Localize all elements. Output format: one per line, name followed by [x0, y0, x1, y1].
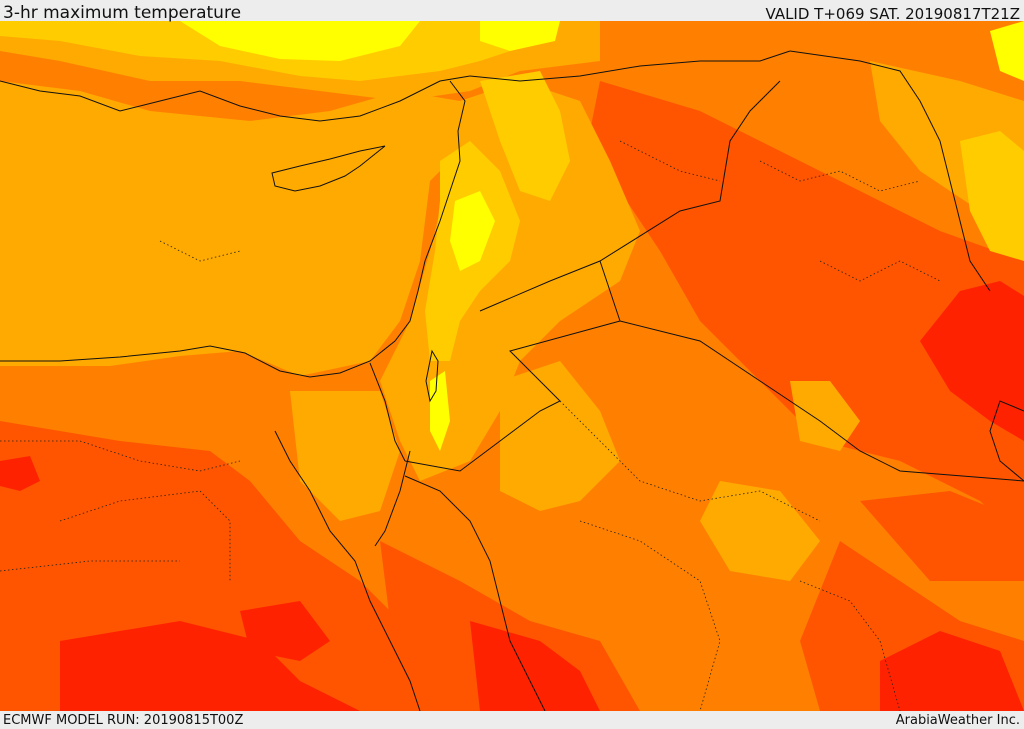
fill-cool-lebanon	[450, 191, 495, 271]
map-title: 3-hr maximum temperature	[3, 3, 242, 23]
header-bar: 3-hr maximum temperature VALID T+069 SAT…	[0, 0, 1024, 23]
coastline-red-sea-west	[274, 430, 421, 711]
border-iraq-iran	[789, 50, 991, 292]
fill-mild-iran	[960, 131, 1024, 261]
border-turkey-syria	[469, 50, 791, 82]
coastline-mediterranean	[0, 80, 466, 378]
model-run-label: ECMWF MODEL RUN: 20190815T00Z	[3, 713, 244, 728]
border-iraq-saudi	[619, 320, 1024, 482]
fill-cool-turkey	[180, 21, 420, 61]
fill-warm-sinai	[290, 391, 400, 521]
fill-hottest-egypt-west	[0, 456, 40, 491]
fill-hottest-basra	[920, 281, 1024, 441]
credit-label: ArabiaWeather Inc.	[895, 713, 1020, 728]
fill-cool-north	[480, 21, 560, 51]
footer-bar: ECMWF MODEL RUN: 20190815T00Z ArabiaWeat…	[0, 711, 1024, 729]
fill-hottest-saudi-west	[470, 621, 600, 711]
border-egypt-israel	[369, 362, 406, 462]
border-syria-iraq	[479, 80, 781, 312]
fill-hottest-saudi-east	[880, 631, 1024, 711]
fill-very-hot-gulf	[860, 491, 1024, 581]
fill-warm-saudi-central	[700, 481, 820, 581]
fill-mild-syria	[480, 71, 570, 201]
coastline-gulf-aqaba	[374, 450, 546, 711]
island-cyprus	[271, 145, 386, 192]
fill-hottest-nile	[240, 601, 330, 661]
coastline-persian-gulf	[989, 400, 1024, 482]
map-canvas	[0, 21, 1024, 711]
lake-dead-sea	[425, 349, 439, 403]
valid-time-label: VALID T+069 SAT. 20190817T21Z	[765, 5, 1020, 23]
fill-cool-iran	[990, 21, 1024, 81]
border-jordan-saudi	[404, 260, 621, 472]
fill-hottest-egypt-south	[60, 621, 360, 711]
coastline-turkey	[0, 75, 471, 122]
fill-very-hot-iraq	[590, 81, 1024, 541]
fill-cool-jordan-valley	[430, 371, 450, 451]
fill-warm-gulf-coast	[790, 381, 860, 451]
fill-warm-jordan	[500, 361, 620, 511]
fill-warm-mediterranean	[0, 81, 460, 376]
provincial-borders	[0, 140, 941, 711]
temperature-map[interactable]	[0, 21, 1024, 711]
